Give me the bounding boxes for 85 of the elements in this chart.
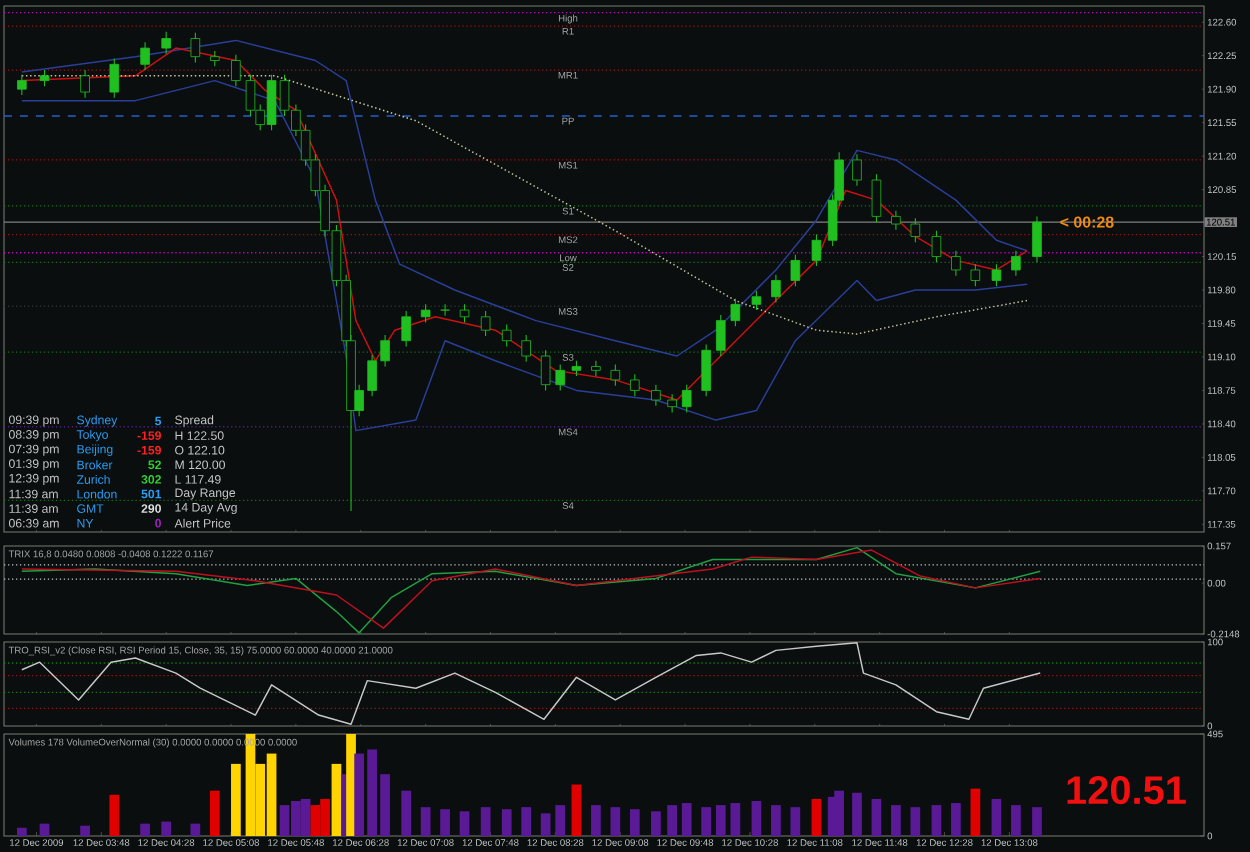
candlestick: [161, 31, 171, 55]
candlestick: [440, 303, 450, 317]
candlestick: [630, 373, 640, 397]
candlestick: [401, 310, 411, 347]
bar: [480, 807, 491, 836]
candlestick: [730, 298, 741, 327]
candlestick: [715, 314, 726, 357]
candlestick: [651, 384, 661, 407]
bar: [970, 788, 981, 836]
candlestick: [459, 303, 470, 324]
annotation: 120.51: [1067, 775, 1186, 805]
candlestick: [751, 290, 762, 311]
candlestick: [501, 323, 512, 347]
bar: [931, 805, 942, 836]
bar: [629, 809, 640, 836]
candlestick: [231, 54, 241, 87]
candlestick: [667, 393, 677, 413]
bar: [681, 803, 692, 836]
bar: [910, 807, 921, 836]
candlestick: [555, 364, 565, 391]
candlestick: [420, 303, 431, 324]
bar: [1032, 807, 1042, 836]
bar: [651, 811, 661, 836]
bar: [771, 805, 781, 836]
candlestick: [910, 217, 921, 243]
line-series: [21, 75, 1028, 335]
bar: [161, 821, 172, 836]
bar: [331, 763, 342, 836]
bar: [701, 807, 712, 836]
bar: [811, 798, 822, 836]
candlestick: [771, 274, 781, 303]
bar: [852, 792, 862, 836]
bar: [991, 798, 1002, 836]
candlestick: [591, 360, 601, 377]
bar: [521, 807, 532, 836]
candlestick: [970, 263, 981, 287]
bar: [951, 803, 961, 836]
bar: [834, 790, 845, 836]
candlestick: [871, 173, 882, 223]
bar: [440, 809, 450, 836]
bar: [459, 811, 470, 836]
bar: [790, 807, 801, 836]
candlestick: [852, 153, 862, 187]
bar: [610, 807, 621, 836]
bar: [209, 790, 220, 836]
bar: [16, 827, 27, 836]
bar: [555, 805, 566, 836]
bar: [401, 790, 412, 836]
bar: [871, 798, 882, 836]
candlestick: [701, 344, 711, 397]
candlestick: [1011, 250, 1021, 277]
bar: [501, 809, 512, 836]
bar: [80, 825, 90, 836]
candlestick: [140, 41, 150, 71]
bar: [540, 813, 551, 836]
bar: [591, 805, 601, 836]
candlestick: [790, 254, 801, 287]
candlestick: [610, 364, 621, 387]
candlestick: [951, 250, 961, 277]
bar: [751, 800, 762, 836]
candlestick: [540, 349, 551, 391]
candlestick: [80, 69, 90, 99]
candlestick: [17, 74, 27, 96]
bar: [420, 807, 431, 836]
bar: [109, 794, 120, 836]
candlestick: [891, 210, 901, 231]
bar: [231, 763, 241, 836]
bar: [730, 803, 741, 836]
bar: [1011, 805, 1021, 836]
candlestick: [190, 32, 201, 63]
candlestick: [681, 384, 692, 413]
bar: [667, 805, 677, 836]
candlestick: [521, 334, 531, 363]
bar: [190, 823, 201, 836]
candlestick: [931, 230, 942, 263]
candlestick: [480, 310, 491, 337]
bar: [715, 805, 726, 836]
bar: [39, 823, 50, 836]
candlestick: [1032, 215, 1042, 263]
candlestick: [109, 58, 120, 99]
bar: [571, 784, 582, 836]
candlestick: [811, 234, 822, 267]
bar: [140, 823, 150, 836]
bar: [891, 805, 901, 836]
candlestick: [991, 263, 1002, 287]
